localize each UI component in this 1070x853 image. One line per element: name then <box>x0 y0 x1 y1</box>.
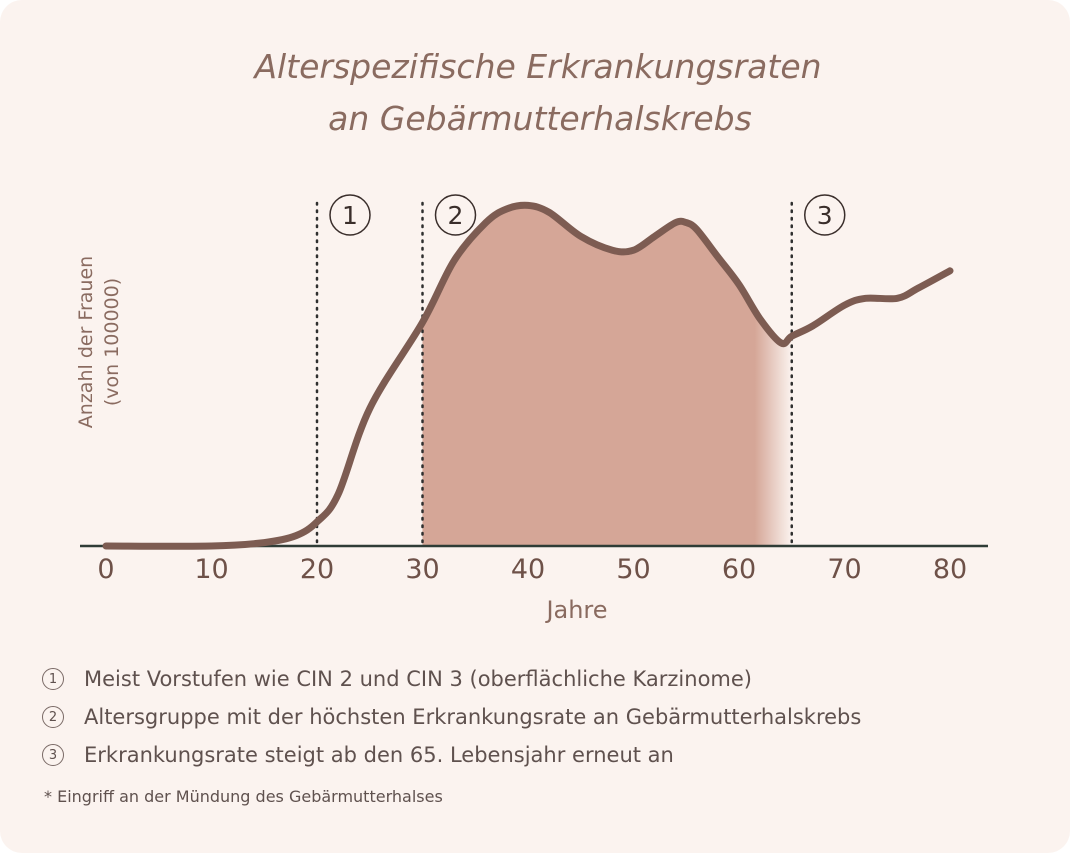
divider-marker-circle <box>804 194 846 236</box>
x-tick-label: 60 <box>722 554 756 585</box>
divider-marker-label: 2 <box>448 201 464 230</box>
chart-title-line-1: Alterspezifische Erkrankungsraten <box>252 47 821 86</box>
y-axis-sublabel: (von 100000) <box>101 278 123 406</box>
note-number-badge: 2 <box>42 706 64 728</box>
note-text: Altersgruppe mit der höchsten Erkrankung… <box>84 705 862 729</box>
notes-list: 1 Meist Vorstufen wie CIN 2 und CIN 3 (o… <box>42 660 1052 774</box>
y-axis-label: Anzahl der Frauen <box>75 256 97 428</box>
divider-marker-label: 1 <box>342 201 358 230</box>
divider-marker-circle <box>434 194 477 236</box>
note-text: Erkrankungsrate steigt ab den 65. Lebens… <box>84 743 674 767</box>
chart-title-line-2: an Gebärmutterhalskrebs <box>328 99 752 138</box>
divider-marker-label: 3 <box>817 201 833 230</box>
x-tick-label: 40 <box>511 554 545 585</box>
shaded-area <box>422 205 792 546</box>
x-tick-label: 20 <box>300 554 334 585</box>
x-tick-label: 30 <box>405 554 439 585</box>
x-tick-label: 80 <box>933 554 967 585</box>
divider-marker-circle <box>329 194 371 236</box>
x-tick-label: 0 <box>97 554 114 585</box>
x-tick-label: 70 <box>827 554 861 585</box>
x-tick-label: 10 <box>194 554 228 585</box>
x-tick-label: 50 <box>616 554 650 585</box>
note-number-badge: 3 <box>42 744 64 766</box>
note-text: Meist Vorstufen wie CIN 2 und CIN 3 (obe… <box>84 667 752 691</box>
x-axis-label: Jahre <box>544 596 607 624</box>
note-item: 1 Meist Vorstufen wie CIN 2 und CIN 3 (o… <box>42 660 1052 698</box>
note-item: 2 Altersgruppe mit der höchsten Erkranku… <box>42 698 1052 736</box>
footnote: * Eingriff an der Mündung des Gebärmutte… <box>44 787 443 806</box>
note-item: 3 Erkrankungsrate steigt ab den 65. Lebe… <box>42 736 1052 774</box>
chart: Alterspezifische Erkrankungsraten an Geb… <box>75 47 988 624</box>
note-number-badge: 1 <box>42 668 64 690</box>
series-line <box>102 201 954 550</box>
